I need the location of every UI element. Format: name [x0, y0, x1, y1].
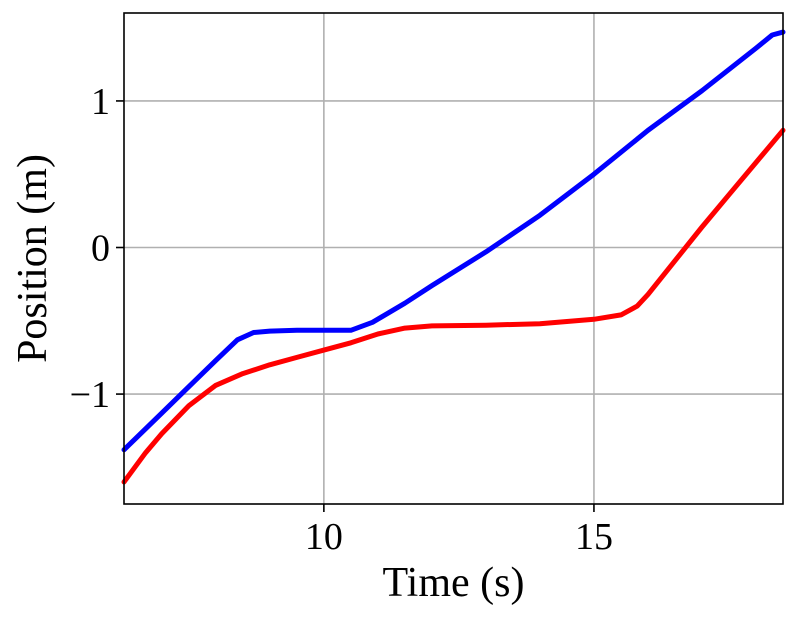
y-tick-label: 0: [91, 228, 110, 270]
x-tick-label: 10: [305, 516, 343, 558]
series-lines: [121, 29, 786, 485]
series-line-1: [121, 29, 786, 453]
y-axis-label: Position (m): [10, 154, 56, 363]
y-tick-label: −1: [70, 374, 110, 416]
axis-ticks: 10 15 −1 0 1: [70, 81, 613, 558]
y-tick-label: 1: [91, 81, 110, 123]
x-axis-label: Time (s): [383, 560, 525, 606]
series-line-2: [121, 127, 786, 485]
x-tick-label: 15: [575, 516, 613, 558]
grid-lines: [124, 13, 783, 504]
plot-frame: [123, 12, 784, 505]
